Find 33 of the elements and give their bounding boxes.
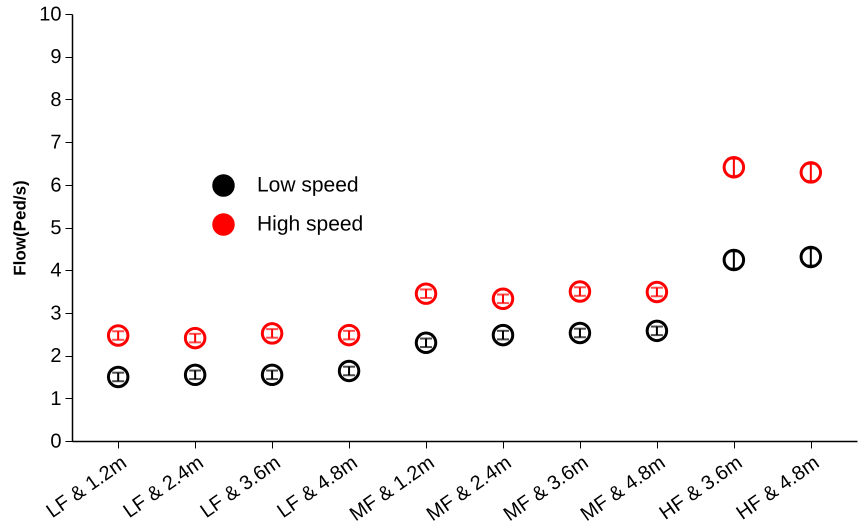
y-tick-label: 0 — [50, 430, 62, 452]
y-tick-label: 7 — [50, 132, 62, 154]
point — [260, 364, 284, 386]
point — [106, 366, 130, 388]
legend-label: Low speed — [257, 174, 359, 196]
point — [800, 161, 822, 184]
point — [646, 320, 668, 342]
y-tick-label: 5 — [50, 217, 62, 239]
y-tick-label: 1 — [50, 388, 62, 410]
y-tick-label: 6 — [50, 174, 62, 196]
y-tick-label: 9 — [50, 46, 62, 68]
y-tick-label: 10 — [39, 4, 62, 26]
y-tick-label: 4 — [50, 260, 62, 282]
point — [722, 156, 746, 179]
point — [722, 248, 746, 272]
y-tick-label: 8 — [50, 88, 62, 111]
point — [106, 324, 130, 347]
y-tick-label: 2 — [50, 345, 62, 368]
legend-label: High speed — [257, 212, 364, 236]
point — [414, 332, 438, 354]
point — [568, 280, 592, 303]
point — [646, 280, 668, 304]
point — [492, 324, 514, 346]
point — [492, 288, 514, 310]
point — [414, 282, 438, 305]
point — [184, 326, 206, 350]
point — [338, 360, 360, 382]
point — [338, 324, 360, 346]
y-axis-title: Flow(Ped/s) — [10, 180, 30, 276]
point — [260, 322, 284, 345]
point — [568, 322, 592, 344]
point — [184, 364, 206, 386]
y-tick-label: 3 — [50, 302, 62, 324]
